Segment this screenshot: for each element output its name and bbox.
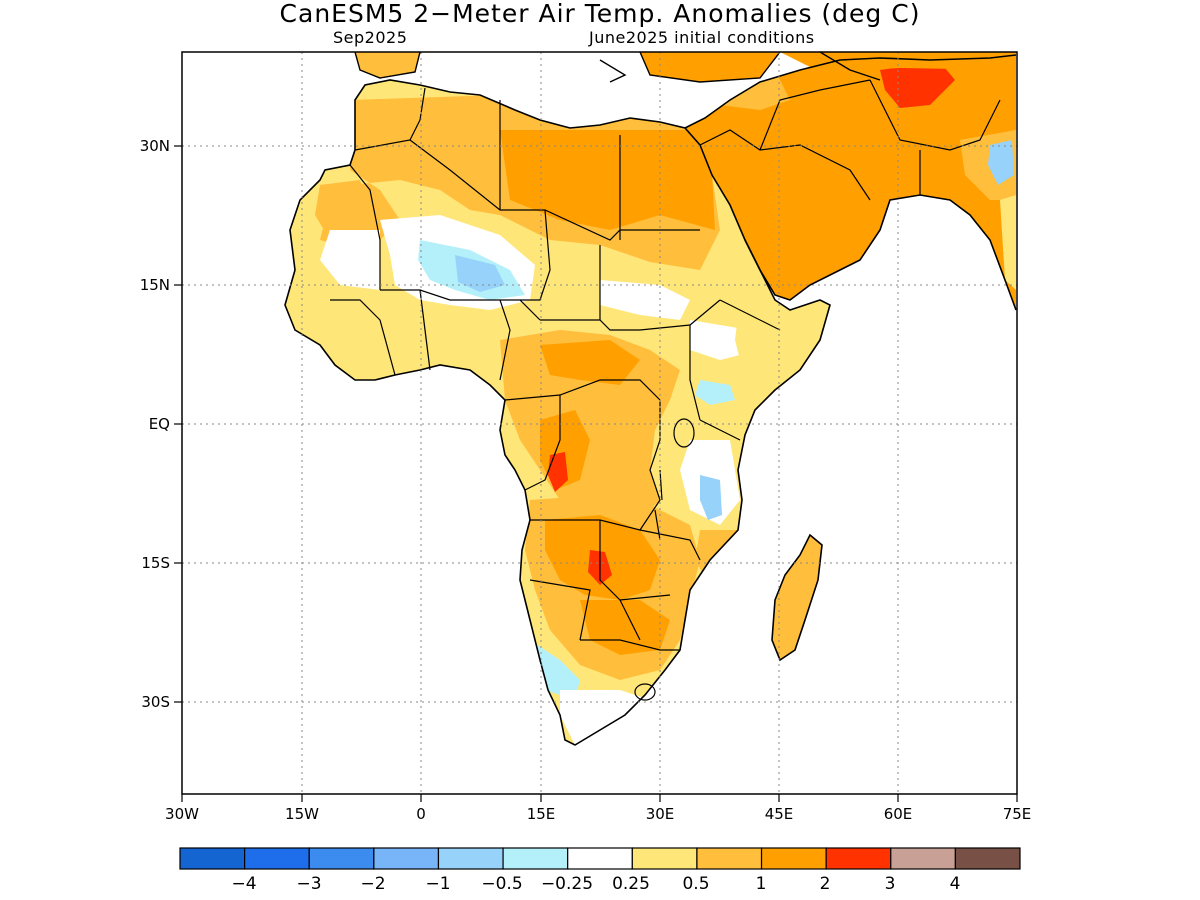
madagascar-shading: [772, 535, 822, 660]
latitude-labels: 30N 15N EQ 15S 30S: [140, 137, 170, 711]
colorbar-label: 0.25: [612, 874, 650, 894]
lon-label: 75E: [1003, 805, 1032, 823]
colorbar-swatch: [567, 847, 633, 870]
lat-label: 15N: [140, 276, 170, 294]
colorbar-label: −4: [231, 874, 256, 894]
colorbar-swatches: [179, 847, 1021, 870]
africa-coastline: [284, 79, 831, 746]
madagascar-coastline: [771, 533, 823, 662]
colorbar-label: 1: [756, 874, 767, 894]
colorbar-swatch: [825, 847, 892, 870]
graticule: [182, 52, 1017, 794]
lon-label: 60E: [884, 805, 913, 823]
colorbar-swatch: [373, 847, 440, 870]
colorbar-label: −3: [296, 874, 321, 894]
axis-ticks: [174, 145, 1018, 802]
colorbar-swatch: [696, 847, 763, 870]
colorbar-labels: −4 −3 −2 −1 −0.5 −0.25 0.25 0.5 1 2 3 4: [231, 874, 960, 894]
turkey-shading: [640, 52, 780, 82]
colorbar-label: 3: [885, 874, 896, 894]
colorbar-swatch: [631, 847, 698, 870]
colorbar-swatch: [308, 847, 375, 870]
colorbar-label: 4: [950, 874, 961, 894]
longitude-labels: 30W 15W 0 15E 30E 45E 60E 75E: [165, 805, 1031, 823]
colorbar-swatch: [890, 847, 956, 870]
initial-conditions: June2025 initial conditions: [589, 28, 815, 47]
lat-label: 30S: [141, 693, 170, 711]
colorbar-label: −0.5: [481, 874, 522, 894]
colorbar-label: −2: [360, 874, 385, 894]
colorbar-label: −1: [425, 874, 450, 894]
lat-label: 30N: [140, 137, 170, 155]
colorbar-swatch: [502, 847, 569, 870]
colorbar-label: −0.25: [541, 874, 593, 894]
lat-label: 15S: [141, 554, 170, 572]
forecast-month: Sep2025: [333, 28, 408, 47]
lon-label: 45E: [765, 805, 794, 823]
lon-label: 30W: [165, 805, 199, 823]
colorbar-swatch: [954, 847, 1021, 870]
caspian-region-shading: [780, 52, 1016, 72]
colorbar-swatch: [244, 847, 310, 870]
colorbar-label: 2: [820, 874, 831, 894]
colorbar-swatch: [179, 847, 246, 870]
colorbar: −4 −3 −2 −1 −0.5 −0.25 0.25 0.5 1 2 3 4: [179, 847, 1021, 894]
arabia-coastline: [684, 54, 1017, 311]
lon-label: 30E: [646, 805, 675, 823]
europe-coastline: [354, 52, 881, 83]
lakes: [634, 418, 695, 701]
lon-label: 15E: [527, 805, 556, 823]
lon-label: 0: [416, 805, 426, 823]
colorbar-swatch: [437, 847, 504, 870]
chart-title: CanESM5 2−Meter Air Temp. Anomalies (deg…: [279, 0, 921, 28]
lon-label: 15W: [285, 805, 319, 823]
lat-label: EQ: [149, 415, 170, 433]
country-borders: [330, 79, 1001, 651]
iberia-shading: [355, 52, 420, 78]
colorbar-label: 0.5: [682, 874, 709, 894]
colorbar-swatch: [760, 847, 827, 870]
map-frame: [181, 51, 1018, 795]
